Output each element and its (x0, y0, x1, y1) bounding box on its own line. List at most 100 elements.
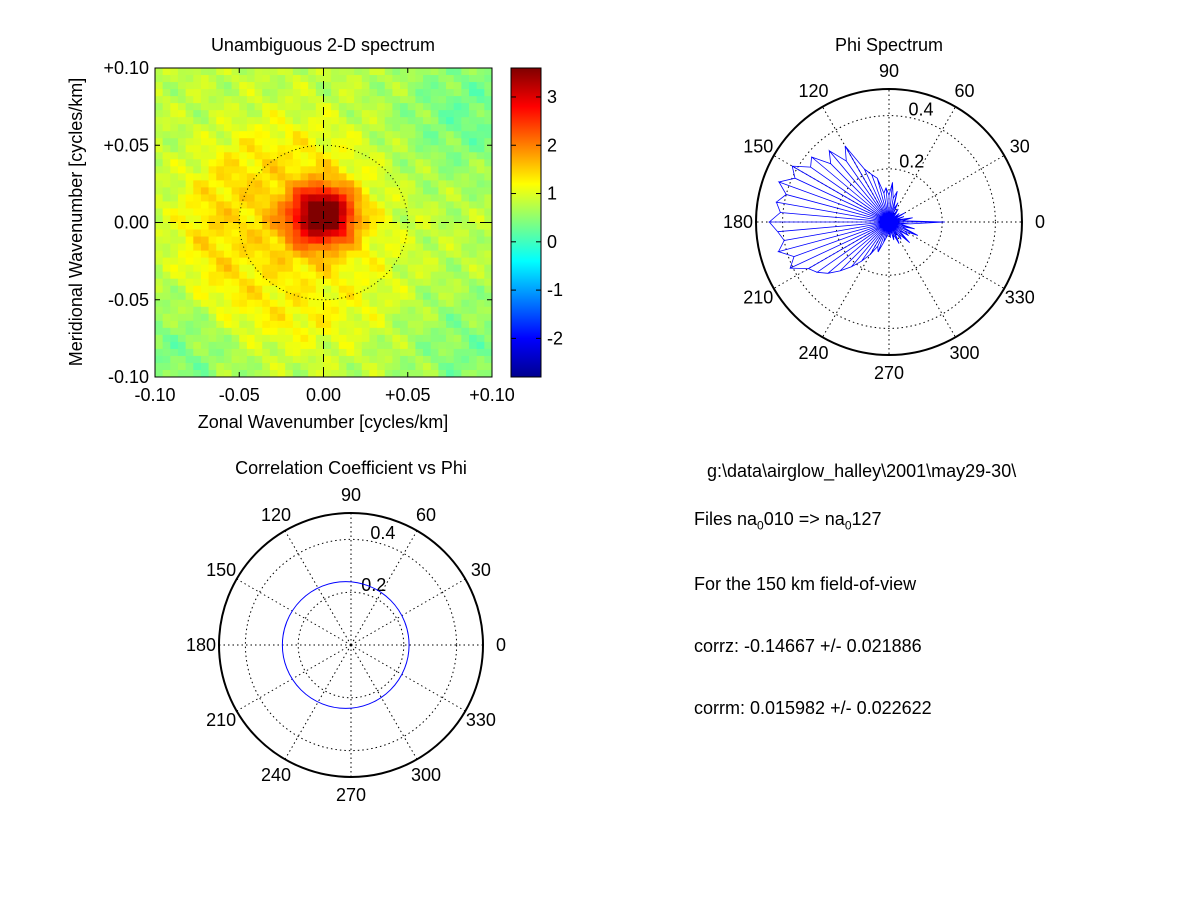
heatmap-cell (323, 299, 332, 308)
heatmap-cell (331, 166, 340, 174)
heatmap-cell (423, 215, 432, 224)
heatmap-cell (423, 243, 432, 252)
heatmap-cell (438, 334, 447, 343)
heatmap-cell (453, 75, 462, 83)
heatmap-cell (162, 355, 171, 364)
heatmap-cell (262, 327, 271, 336)
heatmap-cell (216, 250, 225, 259)
heatmap-cell (338, 362, 348, 371)
heatmap-cell (200, 131, 210, 139)
correlation-polar: Correlation Coefficient vs Phi 030609012… (186, 458, 506, 805)
heatmap-cell (231, 222, 240, 231)
heatmap-cell (461, 145, 470, 153)
heatmap-cell (193, 110, 202, 118)
heatmap-cell (369, 320, 378, 329)
polar-angle-label: 240 (798, 343, 828, 363)
heatmap-cell (285, 243, 294, 252)
heatmap-cell (246, 159, 256, 167)
heatmap-cell (162, 89, 171, 97)
heatmap-cell (239, 355, 248, 364)
heatmap-cell (208, 103, 217, 111)
heatmap-cell (369, 236, 378, 245)
colorbar-tick-label: -2 (547, 328, 563, 348)
heatmap-cell (200, 180, 210, 188)
heatmap-cell (469, 285, 478, 294)
heatmap-cell (285, 271, 294, 280)
heatmap-cell (400, 159, 409, 167)
heatmap-cell (400, 229, 409, 238)
heatmap-cell (208, 180, 217, 188)
heatmap-cell (277, 236, 286, 245)
heatmap-cell (193, 222, 202, 231)
heatmap-cell (369, 285, 378, 294)
heatmap-cell (162, 292, 171, 301)
heatmap-cell (170, 292, 179, 301)
heatmap-cell (354, 348, 363, 357)
heatmap-cell (193, 369, 202, 377)
heatmap-cell (200, 89, 210, 97)
heatmap-cell (262, 208, 271, 217)
heatmap-cell (308, 82, 317, 90)
heatmap-cell (216, 257, 225, 266)
heatmap-cell (361, 285, 371, 294)
heatmap-cell (461, 159, 470, 167)
heatmap-cell (323, 159, 332, 167)
heatmap-cell (216, 75, 225, 83)
heatmap-cell (262, 89, 271, 97)
heatmap-cell (331, 82, 340, 90)
heatmap-cell (208, 271, 217, 280)
heatmap-cell (308, 131, 317, 139)
heatmap-cell (476, 327, 485, 336)
heatmap-cell (407, 278, 417, 287)
heatmap-cell (231, 145, 240, 153)
heatmap-cell (461, 187, 470, 196)
heatmap-cell (177, 180, 187, 188)
heatmap-cell (338, 334, 348, 343)
heatmap-cell (269, 341, 279, 350)
heatmap-cell (254, 82, 263, 90)
heatmap-cell (323, 208, 332, 217)
heatmap-cell (254, 285, 263, 294)
heatmap-cell (392, 334, 401, 343)
heatmap-cell (269, 68, 279, 76)
heatmap-cell (155, 299, 164, 308)
heatmap-cell (338, 348, 348, 357)
heatmap-cell (354, 145, 363, 153)
heatmap-cell (185, 96, 194, 104)
heatmap-cell (231, 250, 240, 259)
heatmap-cell (162, 124, 171, 132)
heatmap-cell (292, 306, 302, 315)
heatmap-cell (254, 208, 263, 217)
heatmap-cell (338, 341, 348, 350)
heatmap-cell (193, 208, 202, 217)
heatmap-cell (185, 292, 194, 301)
heatmap-cell (308, 159, 317, 167)
heatmap-cell (469, 75, 478, 83)
heatmap-cell (285, 138, 294, 146)
heatmap-cell (155, 327, 164, 336)
heatmap-cell (223, 96, 233, 104)
heatmap-cell (323, 166, 332, 174)
heatmap-cell (354, 334, 363, 343)
heatmap-cell (415, 285, 424, 294)
heatmap-cell (407, 341, 417, 350)
heatmap-cell (185, 257, 194, 266)
heatmap-cell (461, 222, 470, 231)
heatmap-cell (262, 68, 271, 76)
heatmap-cell (170, 327, 179, 336)
heatmap-cell (453, 124, 462, 132)
heatmap-cell (231, 117, 240, 125)
corrm-text: corrm: 0.015982 +/- 0.022622 (694, 698, 932, 718)
heatmap-cell (407, 208, 417, 217)
heatmap-cell (200, 187, 210, 196)
heatmap-cell (384, 180, 394, 188)
heatmap-cell (446, 180, 455, 188)
heatmap-cell (400, 180, 409, 188)
heatmap-cell (415, 334, 424, 343)
heatmap-cell (469, 292, 478, 301)
heatmap-cell (254, 103, 263, 111)
heatmap-cell (193, 236, 202, 245)
heatmap-cell (308, 355, 317, 364)
heatmap-cell (369, 82, 378, 90)
heatmap-cell (315, 82, 325, 90)
